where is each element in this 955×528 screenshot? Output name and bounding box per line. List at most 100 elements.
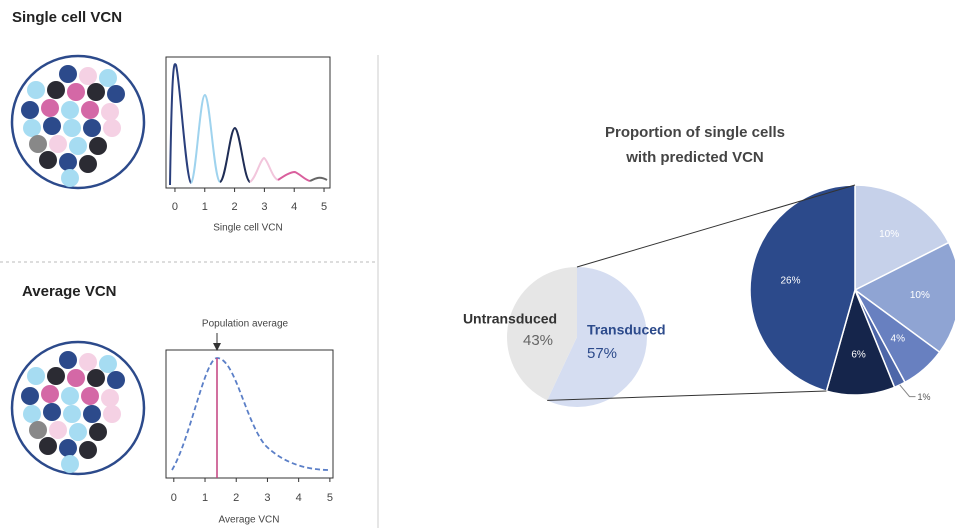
cell: [47, 81, 65, 99]
x-tick-label: 4: [291, 201, 297, 213]
cell: [29, 135, 47, 153]
curve-segment: [309, 176, 328, 182]
cell: [101, 103, 119, 121]
cell: [59, 439, 77, 457]
cell: [81, 101, 99, 119]
curve-segment: [277, 170, 311, 182]
x-tick-label: 2: [232, 201, 238, 213]
cell: [63, 405, 81, 423]
pie-slice: [853, 241, 955, 354]
x-tick-label: 5: [327, 492, 333, 504]
panel-title: Single cell VCN: [12, 9, 122, 26]
x-tick-label: 1: [202, 201, 208, 213]
cell: [49, 421, 67, 439]
pie-slice: [506, 267, 577, 401]
cell: [23, 119, 41, 137]
cell: [61, 101, 79, 119]
cell: [39, 151, 57, 169]
cell: [103, 405, 121, 423]
cell: [103, 119, 121, 137]
annotation: Population average: [202, 319, 289, 330]
cell: [59, 153, 77, 171]
cell: [79, 353, 97, 371]
x-axis-label: Average VCN: [219, 515, 280, 526]
cell: [79, 155, 97, 173]
x-axis-label: Single cell VCN: [213, 223, 282, 234]
cell: [61, 169, 79, 187]
cell: [87, 83, 105, 101]
pie-chart: 10% 10% 4% 1% 6% 26% Untransduced 43% Transduced…: [463, 184, 955, 407]
cell-population: [10, 54, 146, 190]
cell: [99, 355, 117, 373]
cell: [41, 99, 59, 117]
cell: [99, 69, 117, 87]
pie-slice: [854, 184, 950, 292]
slice-label: 10%: [879, 229, 899, 240]
cell: [43, 403, 61, 421]
cell: [107, 371, 125, 389]
connector: [576, 184, 856, 268]
cell: [21, 387, 39, 405]
distribution-curve: [169, 63, 328, 186]
curve-segment: [190, 93, 221, 184]
x-tick-label: 0: [171, 492, 177, 504]
panel-title: Average VCN: [22, 283, 116, 300]
slice-label: 6%: [851, 350, 866, 361]
slice-label: 1%: [918, 392, 931, 402]
x-tick-label: 4: [296, 492, 302, 504]
distribution-curve: [171, 357, 331, 471]
cell: [27, 367, 45, 385]
cell: [59, 351, 77, 369]
value-label: 43%: [523, 332, 553, 349]
x-tick-label: 5: [321, 201, 327, 213]
cell: [61, 455, 79, 473]
curve-segment: [169, 63, 192, 186]
pie-slice: [749, 184, 856, 392]
cell: [83, 405, 101, 423]
cell: [63, 119, 81, 137]
cell: [69, 137, 87, 155]
leader-line: [899, 384, 916, 398]
slice-label: 10%: [910, 290, 930, 301]
cell: [83, 119, 101, 137]
cell-population: [10, 340, 146, 476]
connector: [547, 390, 827, 401]
pie-slice: [547, 267, 647, 407]
cell: [61, 387, 79, 405]
x-tick-label: 2: [233, 492, 239, 504]
slice-label: 26%: [781, 276, 801, 287]
cell: [23, 405, 41, 423]
slice-label: 4%: [891, 334, 906, 345]
cell: [41, 385, 59, 403]
cell: [69, 423, 87, 441]
cell: [89, 423, 107, 441]
pie-slice: [825, 287, 896, 396]
cell: [79, 67, 97, 85]
cell: [79, 441, 97, 459]
x-tick-label: 3: [264, 492, 270, 504]
cell: [59, 65, 77, 83]
arrow-head: [213, 343, 221, 351]
category-label: Untransduced: [463, 311, 557, 327]
cell: [43, 117, 61, 135]
cell: [47, 367, 65, 385]
cell: [107, 85, 125, 103]
curve-segment: [249, 156, 279, 183]
curve-segment: [219, 126, 251, 183]
cell: [101, 389, 119, 407]
value-label: 57%: [587, 345, 617, 362]
cell: [39, 437, 57, 455]
cell: [89, 137, 107, 155]
cell: [81, 387, 99, 405]
cell: [29, 421, 47, 439]
plot-frame: [165, 56, 331, 189]
category-label: Transduced: [587, 322, 666, 338]
x-tick-label: 0: [172, 201, 178, 213]
cell: [27, 81, 45, 99]
cell: [87, 369, 105, 387]
plot-frame: [165, 349, 334, 479]
cell: [67, 369, 85, 387]
cell: [49, 135, 67, 153]
cell: [21, 101, 39, 119]
